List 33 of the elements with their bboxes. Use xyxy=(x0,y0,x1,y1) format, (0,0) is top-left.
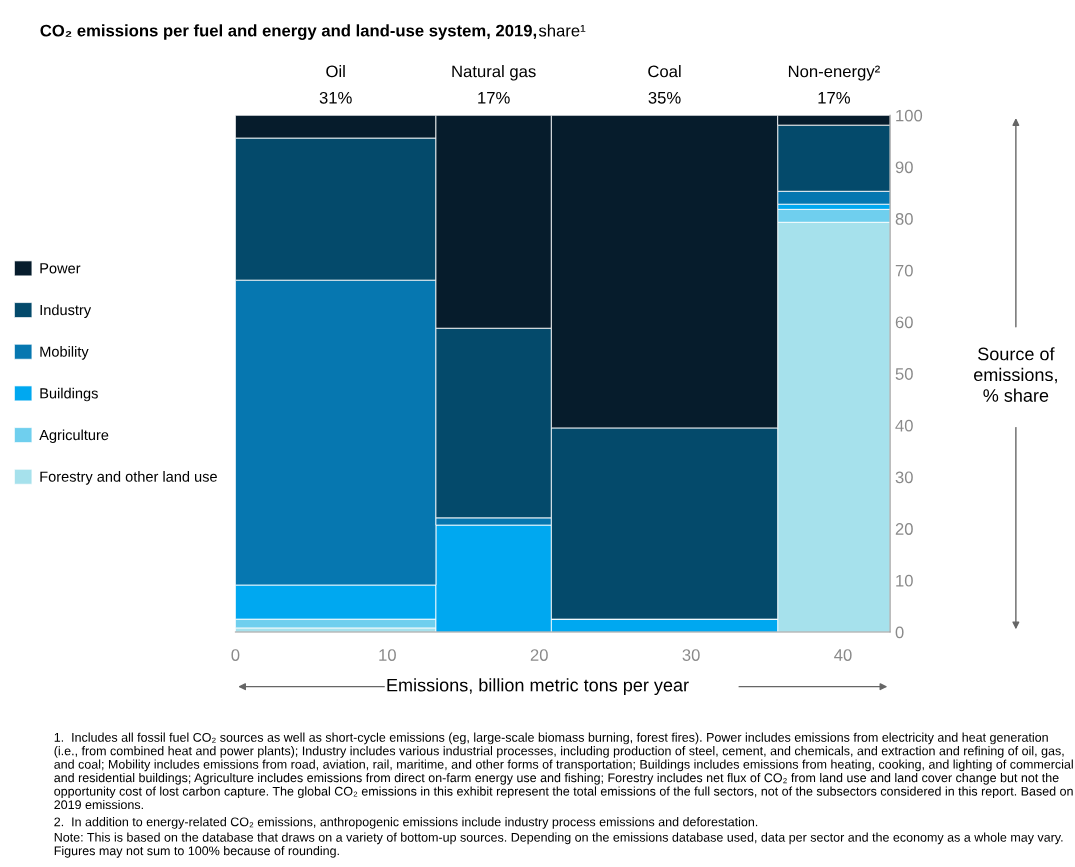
x-tick-label: 20 xyxy=(530,649,548,661)
legend-label: Buildings xyxy=(40,387,98,402)
annotation: Oil 31% xyxy=(319,65,352,104)
text: Note: This is based on the database that draws on a variety of bottom-up sources. Depending on the emissions database used, data per sector and the economy as a whole may vary. Figures may not sum to 100% because of rounding. xyxy=(54,832,1063,858)
x-tick-label: 10 xyxy=(379,649,396,661)
y-tick-label: 80 xyxy=(895,213,913,225)
x-tick-label: 40 xyxy=(834,649,852,661)
y-axis-title: Source of emissions, % share xyxy=(974,347,1057,402)
chart-subtitle: share¹ xyxy=(538,24,586,37)
text: 1. Includes all fossil fuel CO₂ sources as well as short-cycle emissions (eg, large-scale biomass burning, forest fires). Power includes emissions from electricity and heat generation (i.e., from combined heat and power plants); Industry includes various industrial processes, including production of steel, cement, and chemicals, and extraction and refining of oil, gas, and coal; Mobility includes emissions from road, aviation, rail, maritime, and other forms of transportation; Buildings includes emissions from heating, cooking, and lighting of commercial and residential buildings; Agriculture includes emissions from direct on-farm energy use and fishing; Forestry includes net flux of CO₂ from land use and land cover change but not the opportunity cost of lost carbon capture. The global CO₂ emissions in this exhibit represent the total emissions of the full sectors, not of the subsectors considered in this report. Based on 2019 emissions. xyxy=(54,732,1073,810)
y-tick-label: 20 xyxy=(895,523,913,535)
legend-label: Mobility xyxy=(40,346,89,360)
x-axis-title: Emissions, billion metric tons per year xyxy=(387,678,689,696)
y-tick-label: 40 xyxy=(895,419,913,432)
y-tick-label: 70 xyxy=(895,264,913,277)
text: 2. In addition to energy-related CO₂ emissions, anthropogenic emissions include industry process emissions and deforestation. xyxy=(54,817,758,829)
y-tick-label: 30 xyxy=(895,471,913,484)
y-tick-label: 100 xyxy=(896,109,923,122)
annotation: Coal 35% xyxy=(648,65,681,104)
y-tick-label: 90 xyxy=(895,161,913,174)
y-tick-label: 50 xyxy=(895,368,913,380)
annotation: Non-energy² 17% xyxy=(788,65,880,104)
legend-label: Power xyxy=(40,263,81,274)
y-tick-label: 0 xyxy=(895,626,904,639)
y-tick-label: 60 xyxy=(895,316,913,329)
legend-label: Industry xyxy=(40,304,92,319)
x-tick-label: 0 xyxy=(231,649,240,661)
annotation: Natural gas 17% xyxy=(452,65,536,104)
chart-title: CO₂ emissions per fuel and energy and land-use system, 2019, xyxy=(40,24,537,40)
legend-label: Forestry and other land use xyxy=(40,471,217,485)
legend-label: Agriculture xyxy=(39,429,109,444)
y-tick-label: 10 xyxy=(896,574,913,587)
x-tick-label: 30 xyxy=(682,649,700,661)
